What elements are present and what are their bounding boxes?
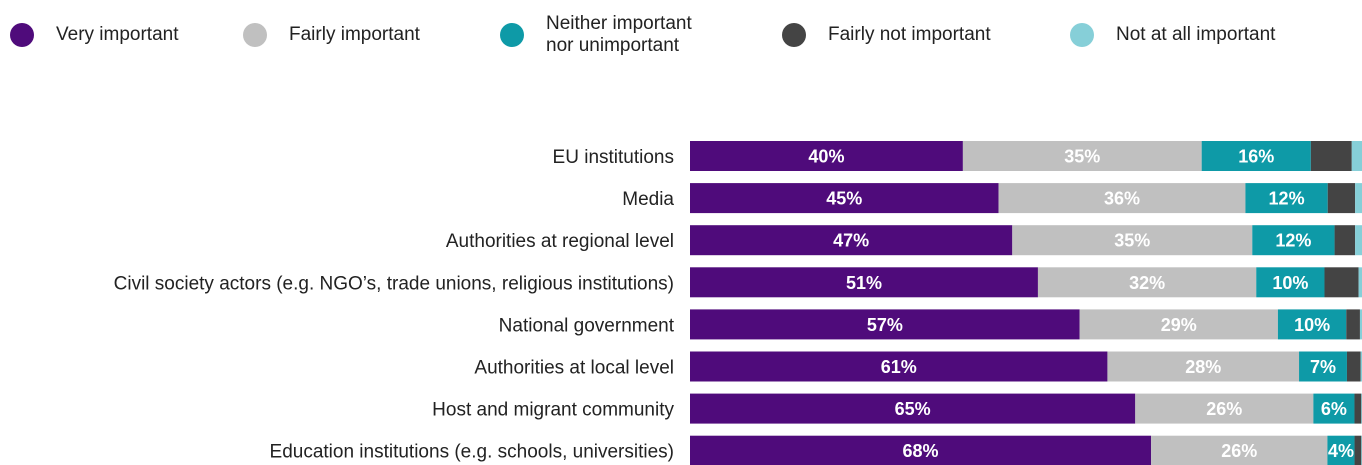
bar-value-label-r7-s1: 26%: [1221, 441, 1257, 461]
row-label-3: Civil society actors (e.g. NGO’s, trade …: [114, 273, 674, 294]
legend-label-0: Very important: [56, 24, 179, 45]
bar-segment-r3-s3: [1324, 267, 1359, 298]
row-label-1: Media: [622, 189, 674, 210]
bar-segment-r2-s0: [690, 225, 1013, 256]
bar-segment-r7-s1: [1151, 435, 1328, 465]
bar-value-label-r5-s2: 7%: [1310, 357, 1336, 377]
bar-value-label-r2-s0: 47%: [833, 231, 869, 251]
bar-segment-r2-s1: [1012, 225, 1253, 256]
legend-swatch-3: [782, 23, 806, 47]
bar-segment-r4-s1: [1079, 309, 1278, 340]
bar-segment-r5-s1: [1107, 351, 1300, 382]
legend-swatch-0: [10, 23, 34, 47]
bar-value-label-r4-s1: 29%: [1161, 315, 1197, 335]
bar-value-label-r2-s2: 12%: [1275, 231, 1311, 251]
bar-segment-r7-s0: [690, 435, 1152, 465]
bar-value-label-r3-s0: 51%: [846, 273, 882, 293]
legend: Very important Fairly important Neither im…: [0, 0, 1362, 80]
bar-segment-r1-s4: [1355, 183, 1362, 214]
legend-item-1: Fairly important: [243, 23, 420, 47]
bar-value-label-r6-s0: 65%: [895, 399, 931, 419]
bar-segment-r3-s4: [1358, 267, 1362, 298]
bars-group: EU institutions 40% 35% 16% Media 45% 36% 12% Au…: [114, 141, 1362, 465]
row-label-5: Authorities at local level: [474, 358, 674, 379]
bar-value-label-r0-s1: 35%: [1064, 147, 1100, 167]
bar-value-label-r0-s0: 40%: [808, 147, 844, 167]
bar-segment-r5-s2: [1299, 351, 1347, 382]
bar-segment-r4-s0: [690, 309, 1080, 340]
bar-segment-r6-s0: [690, 393, 1136, 424]
bar-value-label-r7-s0: 68%: [903, 441, 939, 461]
bar-value-label-r4-s2: 10%: [1294, 315, 1330, 335]
bar-segment-r1-s2: [1245, 183, 1328, 214]
bar-segment-r2-s4: [1355, 225, 1362, 256]
bar-value-label-r3-s2: 10%: [1272, 273, 1308, 293]
bar-value-label-r4-s0: 57%: [867, 315, 903, 335]
bar-value-label-r6-s2: 6%: [1321, 399, 1347, 419]
bar-value-label-r3-s1: 32%: [1129, 273, 1165, 293]
legend-swatch-2: [500, 23, 524, 47]
bar-segment-r5-s0: [690, 351, 1108, 382]
bar-value-label-r0-s2: 16%: [1238, 147, 1274, 167]
bar-value-label-r5-s0: 61%: [881, 357, 917, 377]
row-label-0: EU institutions: [553, 147, 674, 168]
bar-segment-r4-s4: [1359, 309, 1362, 340]
bar-segment-r6-s1: [1135, 393, 1314, 424]
bar-segment-r3-s1: [1037, 267, 1257, 298]
legend-swatch-4: [1070, 23, 1094, 47]
legend-item-4: Not at all important: [1070, 23, 1275, 47]
row-label-6: Host and migrant community: [432, 400, 674, 421]
bar-segment-r1-s1: [998, 183, 1246, 214]
row-label-4: National government: [499, 315, 675, 336]
bar-value-label-r1-s2: 12%: [1269, 189, 1305, 209]
bar-segment-r2-s2: [1252, 225, 1335, 256]
bar-value-label-r1-s1: 36%: [1104, 189, 1140, 209]
bar-segment-r3-s0: [690, 267, 1038, 298]
bar-value-label-r1-s0: 45%: [826, 189, 862, 209]
row-label-2: Authorities at regional level: [446, 231, 674, 252]
bar-value-label-r5-s1: 28%: [1185, 357, 1221, 377]
legend-label-3: Fairly not important: [828, 24, 991, 45]
bar-segment-r6-s2: [1313, 393, 1355, 424]
bar-value-label-r2-s1: 35%: [1114, 231, 1150, 251]
bar-segment-r7-s2: [1327, 435, 1355, 465]
bar-segment-r5-s4: [1360, 351, 1362, 382]
bar-segment-r4-s2: [1277, 309, 1347, 340]
bar-segment-r0-s4: [1351, 141, 1362, 171]
bar-segment-r0-s1: [962, 141, 1202, 171]
legend-label-2: Neither important nor unimportant: [546, 13, 692, 56]
legend-item-3: Fairly not important: [782, 23, 991, 47]
bar-value-label-r7-s2: 4%: [1328, 441, 1354, 461]
legend-label-4: Not at all important: [1116, 24, 1276, 45]
bar-segment-r1-s3: [1327, 183, 1356, 214]
legend-swatch-1: [243, 23, 267, 47]
bar-segment-r6-s3: [1354, 393, 1362, 424]
bar-segment-r2-s3: [1334, 225, 1356, 256]
bar-segment-r4-s3: [1346, 309, 1360, 340]
bar-segment-r0-s0: [690, 141, 963, 171]
bar-value-label-r6-s1: 26%: [1206, 399, 1242, 419]
bar-segment-r0-s2: [1201, 141, 1311, 171]
bar-segment-r5-s3: [1346, 351, 1361, 382]
bar-segment-r7-s3: [1354, 435, 1362, 465]
bar-segment-r1-s0: [690, 183, 999, 214]
bar-segment-r0-s3: [1310, 141, 1352, 171]
row-label-7: Education institutions (e.g. schools, un…: [270, 442, 674, 463]
bar-segment-r3-s2: [1256, 267, 1325, 298]
legend-item-2: Neither important nor unimportant: [500, 13, 692, 57]
legend-label-1: Fairly important: [289, 24, 420, 45]
legend-item-0: Very important: [10, 23, 179, 47]
